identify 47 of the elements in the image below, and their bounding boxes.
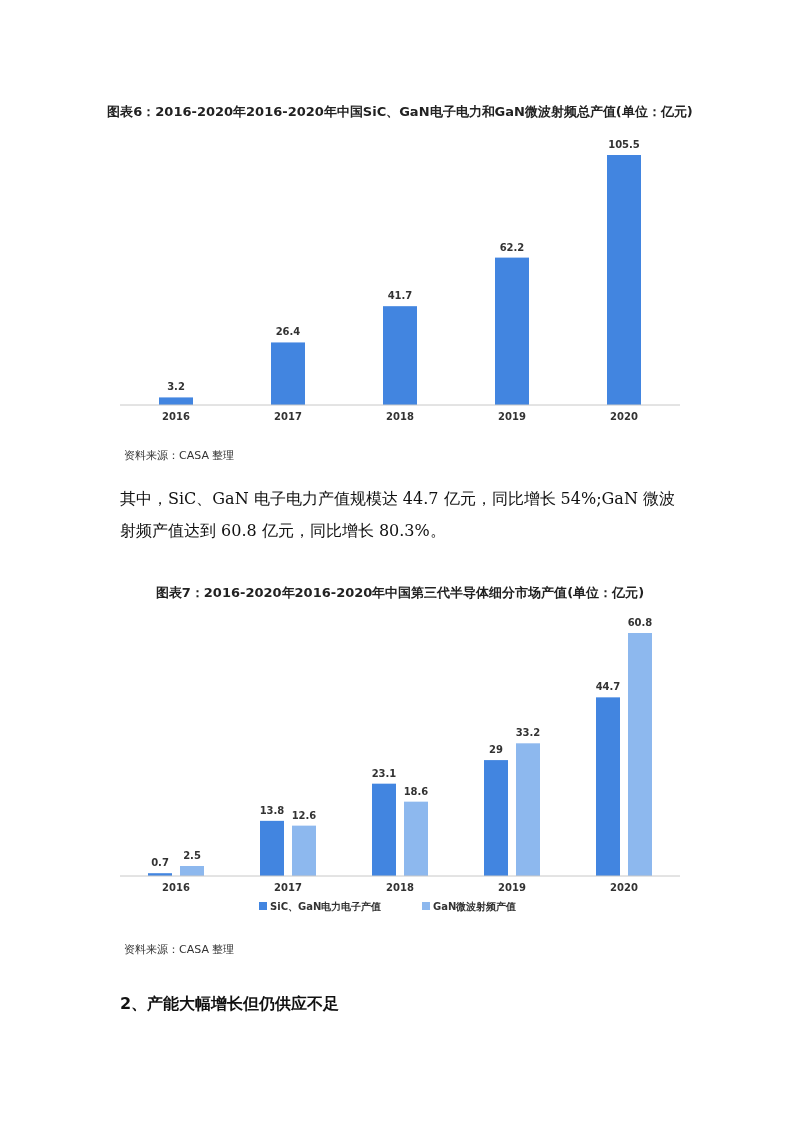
legend-label: GaN微波射频产值 bbox=[433, 901, 517, 912]
bar bbox=[260, 820, 284, 876]
x-tick-label: 2016 bbox=[162, 411, 190, 422]
bar bbox=[628, 633, 652, 876]
legend-label: SiC、GaN电力电子产值 bbox=[270, 901, 382, 912]
text: 2、产能大幅增长但仍供应不足 bbox=[120, 994, 340, 1015]
x-tick-label: 2017 bbox=[274, 882, 302, 893]
data-label: 0.7 bbox=[151, 857, 169, 869]
x-tick-label: 2019 bbox=[498, 882, 526, 893]
bar bbox=[404, 801, 428, 876]
bar bbox=[596, 697, 620, 876]
bar bbox=[607, 155, 641, 405]
bar bbox=[271, 342, 305, 405]
data-label: 105.5 bbox=[608, 139, 640, 150]
bar bbox=[383, 306, 417, 405]
x-tick-label: 2019 bbox=[498, 411, 526, 422]
data-label: 18.6 bbox=[403, 785, 429, 797]
text: 资料来源：CASA 整理 bbox=[124, 942, 235, 957]
bar bbox=[159, 397, 193, 405]
data-label: 2.5 bbox=[183, 850, 201, 862]
data-label: 60.8 bbox=[627, 617, 653, 628]
data-label: 62.2 bbox=[499, 241, 525, 253]
text: 其中，SiC、GaN 电子电力产值规模达 44.7 亿元，同比增长 54%;GaN 微波射频产值达到 60.8 亿元，同比增长 80.3%。 bbox=[120, 488, 676, 542]
chart-title: 图表6：2016-2020年2016-2020年中国SiC、GaN电子电力和GaN微波射频总产值(单位：亿元) bbox=[106, 103, 694, 121]
data-label: 13.8 bbox=[259, 804, 285, 816]
bar bbox=[372, 783, 396, 876]
data-label: 41.7 bbox=[387, 290, 413, 302]
data-label: 29 bbox=[489, 744, 503, 756]
x-tick-label: 2016 bbox=[162, 882, 190, 893]
data-label: 44.7 bbox=[595, 681, 621, 693]
x-tick-label: 2020 bbox=[610, 411, 638, 422]
x-tick-label: 2020 bbox=[610, 882, 638, 893]
data-label: 33.2 bbox=[515, 727, 541, 739]
text: 资料来源：CASA 整理 bbox=[124, 448, 235, 463]
bar bbox=[484, 760, 508, 876]
bar bbox=[516, 743, 540, 876]
data-label: 3.2 bbox=[167, 381, 185, 393]
x-tick-label: 2018 bbox=[386, 882, 414, 893]
x-tick-label: 2018 bbox=[386, 411, 414, 422]
data-label: 23.1 bbox=[371, 767, 397, 779]
bar bbox=[180, 866, 204, 876]
bar bbox=[495, 257, 529, 405]
bar bbox=[292, 825, 316, 876]
data-label: 12.6 bbox=[291, 809, 317, 821]
chart-title: 图表7：2016-2020年2016-2020年中国第三代半导体细分市场产值(单位：亿元) bbox=[154, 584, 646, 602]
x-tick-label: 2017 bbox=[274, 411, 302, 422]
data-label: 26.4 bbox=[275, 326, 301, 338]
